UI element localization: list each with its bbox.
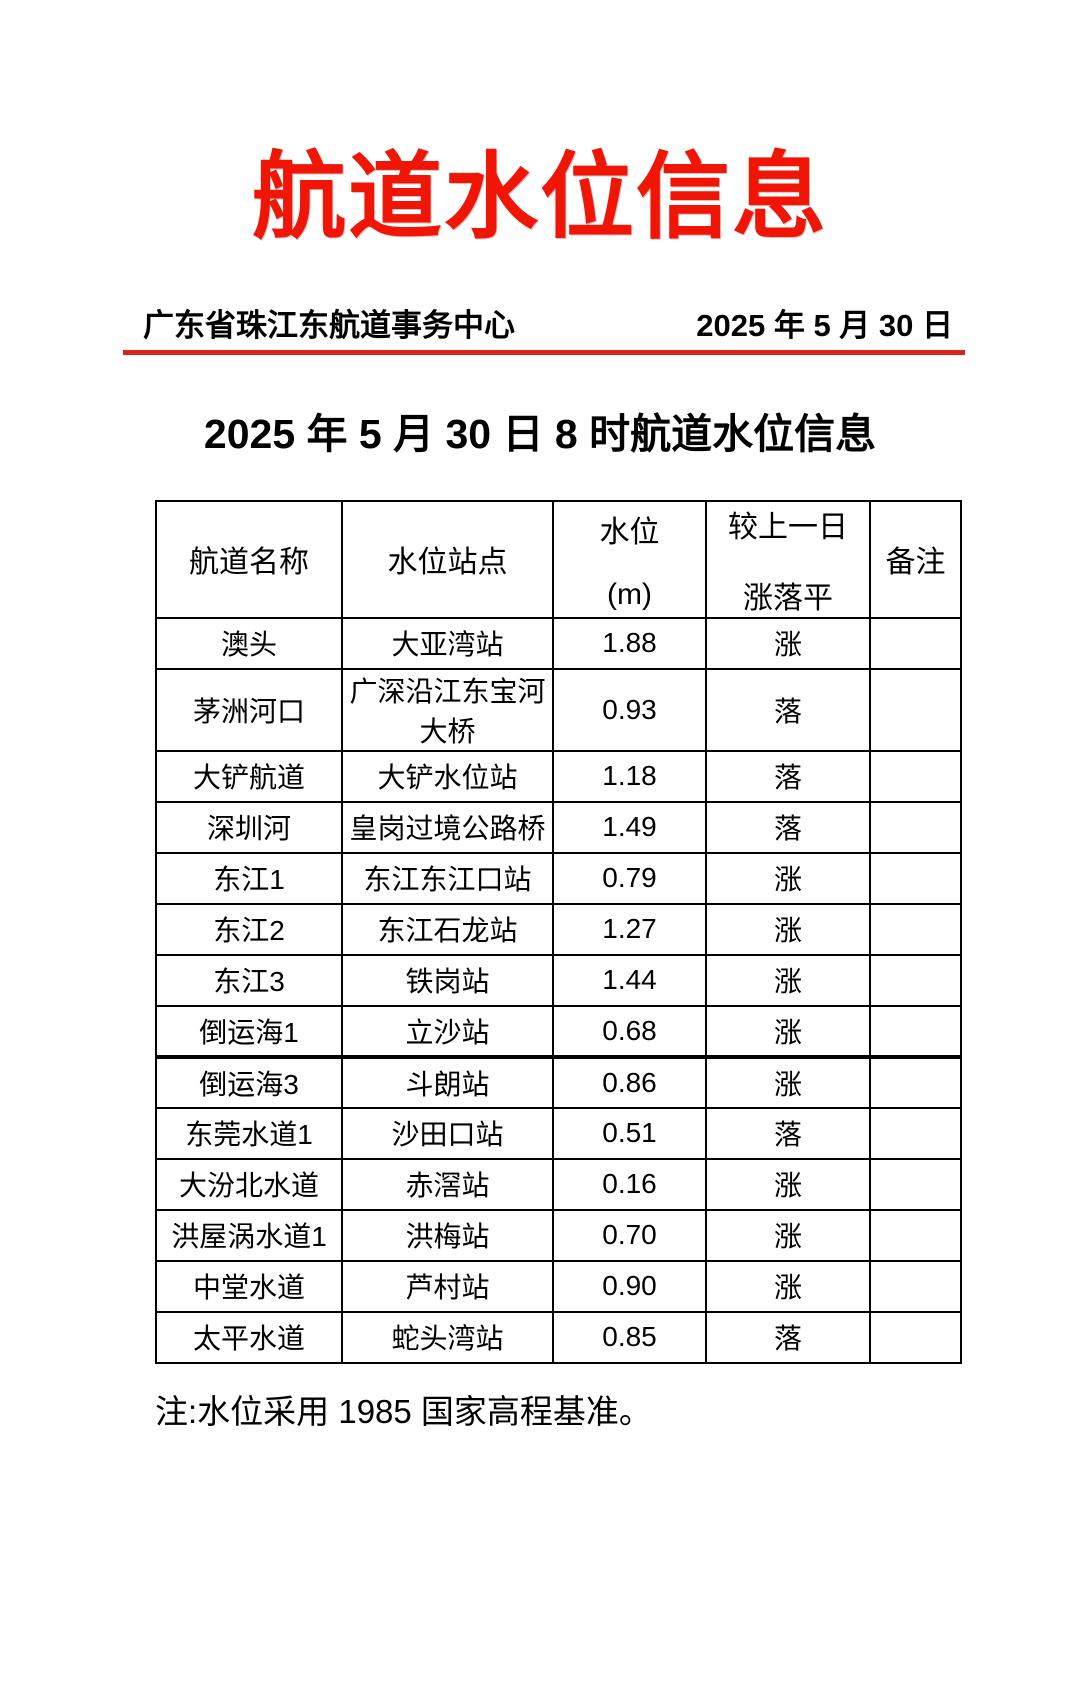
- cell-level: 1.49: [552, 800, 707, 854]
- table-row: 大汾北水道 赤滘站 0.16 涨: [155, 1157, 962, 1211]
- cell-level: 0.79: [552, 851, 707, 905]
- cell-level: 0.68: [552, 1004, 707, 1059]
- cell-trend: 涨: [705, 1259, 871, 1313]
- cell-trend: 涨: [705, 902, 871, 956]
- cell-trend: 落: [705, 800, 871, 854]
- cell-trend: 涨: [705, 1004, 871, 1059]
- cell-station: 沙田口站: [341, 1106, 554, 1160]
- table-row: 洪屋涡水道1 洪梅站 0.70 涨: [155, 1208, 962, 1262]
- cell-station: 芦村站: [341, 1259, 554, 1313]
- cell-channel: 太平水道: [155, 1310, 343, 1364]
- cell-remark: [869, 1310, 962, 1364]
- cell-station: 赤滘站: [341, 1157, 554, 1211]
- cell-station: 大铲水位站: [341, 749, 554, 803]
- cell-level: 0.16: [552, 1157, 707, 1211]
- cell-remark: [869, 616, 962, 670]
- header-row: 航道名称 水位站点 水位 (m): [155, 499, 962, 619]
- header-cell-level: 水位 (m): [552, 499, 707, 619]
- cell-level: 1.27: [552, 902, 707, 956]
- cell-channel: 大铲航道: [155, 749, 343, 803]
- cell-remark: [869, 1208, 962, 1262]
- cell-remark: [869, 1259, 962, 1313]
- cell-trend: 涨: [705, 1055, 871, 1109]
- cell-remark: [869, 667, 962, 752]
- cell-station: 蛇头湾站: [341, 1310, 554, 1364]
- cell-channel: 中堂水道: [155, 1259, 343, 1313]
- cell-level: 1.18: [552, 749, 707, 803]
- cell-trend: 涨: [705, 953, 871, 1007]
- table-row: 中堂水道 芦村站 0.90 涨: [155, 1259, 962, 1313]
- header-cell-channel: 航道名称: [155, 499, 343, 619]
- cell-trend: 落: [705, 667, 871, 752]
- header-cell-remark: 备注: [869, 499, 962, 619]
- cell-channel: 倒运海1: [155, 1004, 343, 1059]
- cell-level: 0.51: [552, 1106, 707, 1160]
- cell-trend: 落: [705, 1310, 871, 1364]
- cell-remark: [869, 902, 962, 956]
- cell-trend: 涨: [705, 616, 871, 670]
- report-date: 2025 年 5 月 30 日: [696, 307, 953, 343]
- cell-level: 0.70: [552, 1208, 707, 1262]
- cell-level: 0.85: [552, 1310, 707, 1364]
- table-row: 深圳河 皇岗过境公路桥 1.49 落: [155, 800, 962, 854]
- cell-level: 0.93: [552, 667, 707, 752]
- table-row: 东江3 铁岗站 1.44 涨: [155, 953, 962, 1007]
- cell-station: 铁岗站: [341, 953, 554, 1007]
- cell-level: 1.88: [552, 616, 707, 670]
- header-cell-trend: 较上一日 涨落平: [705, 499, 871, 619]
- cell-station: 广深沿江东宝河大桥: [341, 667, 554, 752]
- cell-channel: 茅洲河口: [155, 667, 343, 752]
- cell-channel: 洪屋涡水道1: [155, 1208, 343, 1262]
- cell-trend: 涨: [705, 1157, 871, 1211]
- cell-channel: 东莞水道1: [155, 1106, 343, 1160]
- cell-channel: 东江2: [155, 902, 343, 956]
- table-row: 倒运海1 立沙站 0.68 涨: [155, 1004, 962, 1059]
- cell-channel: 澳头: [155, 616, 343, 670]
- cell-level: 0.86: [552, 1055, 707, 1109]
- cell-station: 皇岗过境公路桥: [341, 800, 554, 854]
- cell-remark: [869, 1157, 962, 1211]
- red-divider: [123, 349, 965, 355]
- cell-station: 东江石龙站: [341, 902, 554, 956]
- table-row: 太平水道 蛇头湾站 0.85 落: [155, 1310, 962, 1364]
- cell-station: 大亚湾站: [341, 616, 554, 670]
- cell-remark: [869, 800, 962, 854]
- cell-trend: 落: [705, 1106, 871, 1160]
- cell-channel: 东江1: [155, 851, 343, 905]
- cell-trend: 落: [705, 749, 871, 803]
- footnote: 注:水位采用 1985 国家高程基准。: [155, 1392, 652, 1430]
- cell-channel: 深圳河: [155, 800, 343, 854]
- water-level-table: 航道名称 水位站点 水位 (m): [155, 499, 962, 1364]
- document-page: 航道水位信息 广东省珠江东航道事务中心 2025 年 5 月 30 日 2025…: [115, 144, 965, 1432]
- cell-remark: [869, 1004, 962, 1059]
- table-row: 大铲航道 大铲水位站 1.18 落: [155, 749, 962, 803]
- org-name: 广东省珠江东航道事务中心: [143, 307, 515, 343]
- subtitle: 2025 年 5 月 30 日 8 时航道水位信息: [203, 410, 877, 457]
- cell-station: 立沙站: [341, 1004, 554, 1059]
- table-row: 东莞水道1 沙田口站 0.51 落: [155, 1106, 962, 1160]
- cell-trend: 涨: [705, 1208, 871, 1262]
- cell-channel: 大汾北水道: [155, 1157, 343, 1211]
- cell-station: 洪梅站: [341, 1208, 554, 1262]
- cell-trend: 涨: [705, 851, 871, 905]
- table-row: 倒运海3 斗朗站 0.86 涨: [155, 1055, 962, 1109]
- org-row: 广东省珠江东航道事务中心 2025 年 5 月 30 日: [115, 307, 965, 343]
- cell-remark: [869, 953, 962, 1007]
- table-row: 茅洲河口 广深沿江东宝河大桥 0.93 落: [155, 667, 962, 752]
- cell-remark: [869, 1106, 962, 1160]
- table-row: 东江1 东江东江口站 0.79 涨: [155, 851, 962, 905]
- cell-level: 1.44: [552, 953, 707, 1007]
- table-row: 澳头 大亚湾站 1.88 涨: [155, 616, 962, 670]
- cell-level: 0.90: [552, 1259, 707, 1313]
- cell-remark: [869, 749, 962, 803]
- cell-channel: 倒运海3: [155, 1055, 343, 1109]
- cell-remark: [869, 851, 962, 905]
- page-title: 航道水位信息: [251, 144, 828, 249]
- cell-station: 斗朗站: [341, 1055, 554, 1109]
- cell-station: 东江东江口站: [341, 851, 554, 905]
- cell-channel: 东江3: [155, 953, 343, 1007]
- table-row: 东江2 东江石龙站 1.27 涨: [155, 902, 962, 956]
- cell-remark: [869, 1055, 962, 1109]
- header-cell-station: 水位站点: [341, 499, 554, 619]
